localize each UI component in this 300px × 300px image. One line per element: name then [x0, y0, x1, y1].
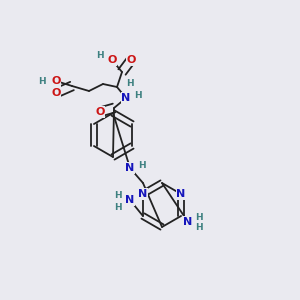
- Text: N: N: [176, 189, 186, 199]
- Text: O: O: [95, 107, 105, 117]
- Text: H: H: [114, 191, 122, 200]
- Text: H: H: [195, 212, 203, 221]
- Text: H: H: [195, 224, 203, 232]
- Text: H: H: [126, 80, 134, 88]
- Text: H: H: [114, 202, 122, 211]
- Text: N: N: [125, 195, 135, 205]
- Text: N: N: [138, 189, 148, 199]
- Text: H: H: [38, 76, 46, 85]
- Text: O: O: [107, 55, 117, 65]
- Text: H: H: [134, 91, 142, 100]
- Text: O: O: [51, 88, 61, 98]
- Text: N: N: [125, 163, 135, 173]
- Text: N: N: [122, 93, 130, 103]
- Text: O: O: [126, 55, 136, 65]
- Text: O: O: [51, 76, 61, 86]
- Text: H: H: [96, 50, 104, 59]
- Text: N: N: [183, 217, 193, 227]
- Text: H: H: [138, 161, 146, 170]
